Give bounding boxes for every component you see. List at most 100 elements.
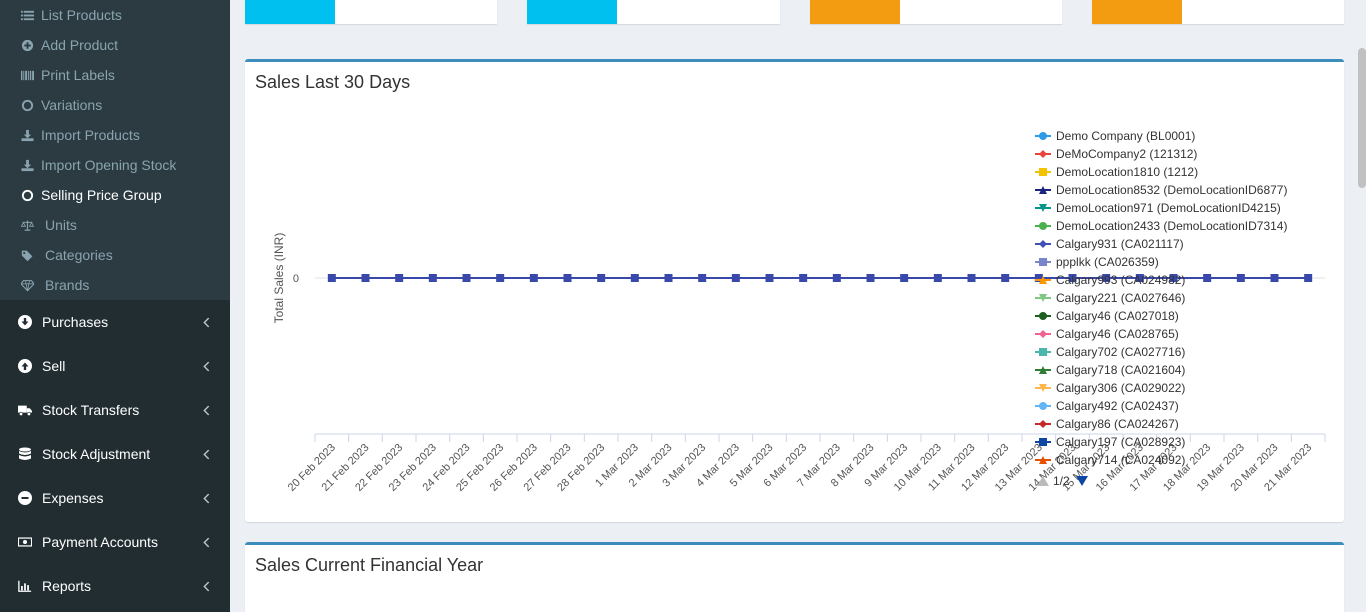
legend-label: Calgary86 (CA024267) <box>1056 417 1179 431</box>
data-point[interactable] <box>1236 274 1245 282</box>
sidebar-item-label: Reports <box>42 578 92 594</box>
data-point[interactable] <box>1068 274 1077 282</box>
sidebar-item-units[interactable]: Units <box>0 210 230 240</box>
data-point[interactable] <box>1304 274 1313 282</box>
sidebar-item-brands[interactable]: Brands <box>0 270 230 300</box>
legend-label: Calgary221 (CA027646) <box>1056 291 1186 305</box>
data-point[interactable] <box>1001 274 1010 282</box>
chevron-left-icon <box>200 447 212 461</box>
legend-page-up-icon[interactable] <box>1037 476 1049 486</box>
legend-item[interactable]: Calgary718 (CA021604) <box>1035 361 1335 379</box>
data-point[interactable] <box>529 274 538 282</box>
legend-label: DemoLocation971 (DemoLocationID4215) <box>1056 201 1281 215</box>
legend-item[interactable]: Calgary197 (CA028923) <box>1035 433 1335 451</box>
data-point[interactable] <box>698 274 707 282</box>
data-point[interactable] <box>664 274 673 282</box>
legend-label: Calgary46 (CA027018) <box>1056 309 1179 323</box>
legend-marker-icon <box>1035 202 1051 214</box>
data-point[interactable] <box>1169 274 1178 282</box>
legend-item[interactable]: Calgary221 (CA027646) <box>1035 289 1335 307</box>
legend-item[interactable]: DemoLocation971 (DemoLocationID4215) <box>1035 199 1335 217</box>
legend-marker-icon <box>1035 148 1051 160</box>
legend-page-indicator: 1/2 <box>1053 474 1070 488</box>
legend-item[interactable]: Calgary306 (CA029022) <box>1035 379 1335 397</box>
sidebar-item-expenses[interactable]: Expenses <box>0 476 230 520</box>
data-point[interactable] <box>597 274 606 282</box>
legend-item[interactable]: DeMoCompany2 (121312) <box>1035 145 1335 163</box>
tags-icon <box>20 248 34 262</box>
legend-item[interactable]: Calgary714 (CA024092) <box>1035 451 1335 469</box>
chevron-left-icon <box>200 359 212 373</box>
data-point[interactable] <box>563 274 572 282</box>
legend-item[interactable]: Calgary931 (CA021117) <box>1035 235 1335 253</box>
data-point[interactable] <box>731 274 740 282</box>
data-point[interactable] <box>866 274 875 282</box>
legend-item[interactable]: Calgary46 (CA028765) <box>1035 325 1335 343</box>
sidebar-item-purchases[interactable]: Purchases <box>0 300 230 344</box>
legend-item[interactable]: Calgary702 (CA027716) <box>1035 343 1335 361</box>
legend-item[interactable]: Calgary86 (CA024267) <box>1035 415 1335 433</box>
sidebar-item-stock-transfers[interactable]: Stock Transfers <box>0 388 230 432</box>
database-icon <box>17 446 33 462</box>
sidebar-item-payment-accounts[interactable]: Payment Accounts <box>0 520 230 564</box>
legend-item[interactable]: ppplkk (CA026359) <box>1035 253 1335 271</box>
sidebar-item-import-products[interactable]: Import Products <box>0 120 230 150</box>
legend-marker-icon <box>1035 256 1051 268</box>
data-point[interactable] <box>395 274 404 282</box>
sidebar-item-list-products[interactable]: List Products <box>0 0 230 30</box>
data-point[interactable] <box>462 274 471 282</box>
data-point[interactable] <box>832 274 841 282</box>
sidebar-item-selling-price-group[interactable]: Selling Price Group <box>0 180 230 210</box>
data-point[interactable] <box>496 274 505 282</box>
data-point[interactable] <box>428 274 437 282</box>
legend-item[interactable]: Calgary46 (CA027018) <box>1035 307 1335 325</box>
data-point[interactable] <box>900 274 909 282</box>
legend-page-down-icon[interactable] <box>1075 476 1088 486</box>
sidebar-item-categories[interactable]: Categories <box>0 240 230 270</box>
data-point[interactable] <box>361 274 370 282</box>
legend-item[interactable]: DemoLocation2433 (DemoLocationID7314) <box>1035 217 1335 235</box>
money-icon <box>17 534 33 550</box>
legend-marker-icon <box>1035 310 1051 322</box>
sidebar-item-add-product[interactable]: Add Product <box>0 30 230 60</box>
legend-item[interactable]: DemoLocation8532 (DemoLocationID6877) <box>1035 181 1335 199</box>
legend-label: Calgary931 (CA021117) <box>1056 237 1184 251</box>
data-point[interactable] <box>1203 274 1212 282</box>
sidebar-item-print-labels[interactable]: Print Labels <box>0 60 230 90</box>
data-point[interactable] <box>1102 274 1111 282</box>
data-point[interactable] <box>630 274 639 282</box>
sidebar-item-label: Payment Accounts <box>42 534 158 550</box>
data-point[interactable] <box>1270 274 1279 282</box>
barcode-icon <box>20 68 34 82</box>
legend-item[interactable]: Calgary993 (CA024982) <box>1035 271 1335 289</box>
sidebar-item-import-opening-stock[interactable]: Import Opening Stock <box>0 150 230 180</box>
data-point[interactable] <box>765 274 774 282</box>
data-point[interactable] <box>799 274 808 282</box>
circle-icon <box>20 98 34 112</box>
data-point[interactable] <box>327 274 336 282</box>
arrow-circle-up-icon <box>17 358 33 374</box>
data-point[interactable] <box>1135 274 1144 282</box>
legend-marker-icon <box>1035 328 1051 340</box>
sidebar-item-stock-adjustment[interactable]: Stock Adjustment <box>0 432 230 476</box>
sidebar-item-sell[interactable]: Sell <box>0 344 230 388</box>
legend-item[interactable]: Demo Company (BL0001) <box>1035 127 1335 145</box>
page-scrollbar[interactable] <box>1358 48 1366 188</box>
legend-item[interactable]: Calgary492 (CA02437) <box>1035 397 1335 415</box>
legend-label: Calgary492 (CA02437) <box>1056 399 1179 413</box>
data-point[interactable] <box>967 274 976 282</box>
sidebar-item-variations[interactable]: Variations <box>0 90 230 120</box>
download-icon <box>20 128 34 142</box>
sidebar-item-label: Stock Adjustment <box>42 446 151 462</box>
data-point[interactable] <box>1034 274 1043 282</box>
info-box <box>245 0 497 24</box>
info-box <box>1092 0 1344 24</box>
sidebar-item-reports[interactable]: Reports <box>0 564 230 608</box>
sidebar-item-label: Selling Price Group <box>41 187 162 203</box>
legend-item[interactable]: DemoLocation1810 (1212) <box>1035 163 1335 181</box>
info-box-icon-area <box>527 0 617 24</box>
chevron-left-icon <box>200 403 212 417</box>
legend-label: Calgary702 (CA027716) <box>1056 345 1186 359</box>
data-point[interactable] <box>933 274 942 282</box>
